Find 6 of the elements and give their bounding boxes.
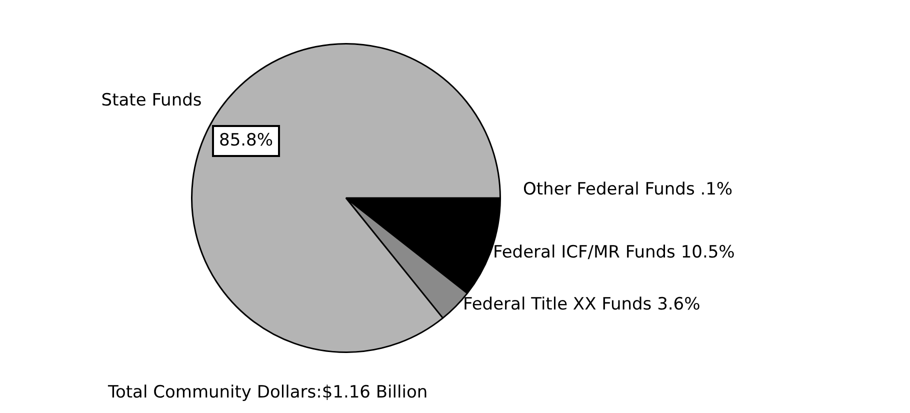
slice-label: Federal ICF/MR Funds 10.5% [493, 242, 735, 262]
data-label: 85.8% [219, 130, 274, 150]
slice-label: Federal Title XX Funds 3.6% [463, 294, 700, 314]
text: Total Community Dollars:$1.16 Billion [107, 382, 428, 402]
slice-label: Other Federal Funds .1% [523, 179, 733, 200]
slice-label: State Funds [101, 90, 202, 110]
